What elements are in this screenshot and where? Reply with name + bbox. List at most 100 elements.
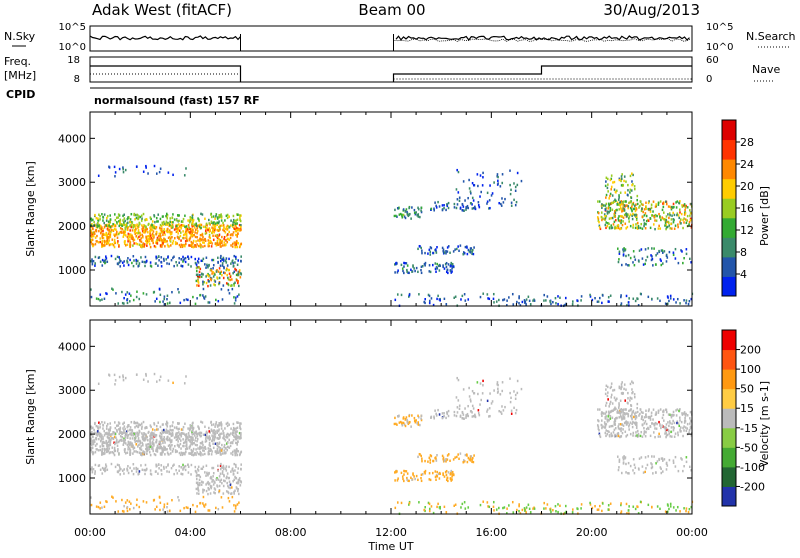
velocity-cell [193, 448, 195, 450]
velocity-cell [196, 478, 198, 480]
power-cell [168, 263, 170, 265]
velocity-cell [454, 414, 456, 416]
velocity-cell [682, 413, 684, 415]
velocity-cell [686, 507, 688, 509]
velocity-cell [607, 391, 609, 393]
velocity-cell [100, 440, 102, 442]
velocity-colorbar-segment [722, 467, 736, 487]
power-cell [240, 255, 242, 257]
power-cell [434, 262, 436, 264]
power-cell [120, 260, 122, 262]
power-cell [193, 219, 195, 221]
power-cell [150, 246, 152, 248]
power-cell [93, 221, 95, 223]
velocity-cell [444, 460, 446, 462]
power-cell [221, 288, 223, 290]
power-cell [421, 250, 423, 252]
power-cell [102, 237, 104, 239]
power-cell [115, 229, 117, 231]
power-cell [108, 229, 110, 231]
velocity-cell [228, 466, 230, 468]
power-cell [420, 209, 422, 211]
velocity-cell [192, 437, 194, 439]
velocity-cell [651, 412, 653, 414]
power-cell [138, 215, 140, 217]
velocity-cell [223, 492, 225, 494]
power-cell [123, 234, 125, 236]
power-cell [663, 218, 665, 220]
power-cell [213, 231, 215, 233]
power-cell [618, 208, 620, 210]
velocity-cell [186, 444, 188, 446]
velocity-cell [635, 431, 637, 433]
velocity-cell [180, 466, 182, 468]
velocity-cell [97, 425, 99, 427]
velocity-cell [632, 506, 634, 508]
power-cell [192, 229, 194, 231]
velocity-cell [444, 506, 446, 508]
velocity-cell [147, 446, 149, 448]
power-cell [459, 200, 461, 202]
velocity-cell [618, 416, 620, 418]
velocity-cell [611, 435, 613, 437]
velocity-cell [448, 471, 450, 473]
velocity-cell [188, 452, 190, 454]
velocity-cell [226, 434, 228, 436]
power-cell [455, 296, 457, 298]
power-cell [117, 302, 119, 304]
power-cell [615, 191, 617, 193]
power-cell [653, 247, 655, 249]
velocity-cell [634, 413, 636, 415]
power-cell [472, 197, 474, 199]
velocity-cell [501, 390, 503, 392]
power-cell [199, 276, 201, 278]
velocity-cell [666, 411, 668, 413]
velocity-cell [211, 477, 213, 479]
power-cell [240, 243, 242, 245]
velocity-cell [685, 426, 687, 428]
power-cell [630, 225, 632, 227]
power-cell [172, 217, 174, 219]
power-cell [412, 264, 414, 266]
velocity-cell [202, 442, 204, 444]
velocity-cell [394, 507, 396, 509]
velocity-cell [436, 454, 438, 456]
velocity-cell [211, 450, 213, 452]
velocity-cell [664, 432, 666, 434]
power-cell [664, 224, 666, 226]
power-cell [628, 297, 630, 299]
power-cell [192, 242, 194, 244]
power-cell [235, 234, 237, 236]
power-colorbar-segment [722, 140, 736, 160]
power-cell [689, 300, 691, 302]
velocity-cell [240, 468, 242, 470]
power-cell [187, 256, 189, 258]
velocity-cell [452, 471, 454, 473]
power-cell [110, 226, 112, 228]
power-cell [450, 265, 452, 267]
velocity-cell [162, 442, 164, 444]
power-cell [101, 226, 103, 228]
velocity-cell [223, 434, 225, 436]
power-cell [129, 225, 131, 227]
power-cell [158, 235, 160, 237]
velocity-cell [145, 374, 147, 376]
velocity-cell [162, 508, 164, 510]
nave-tick-top: 60 [706, 55, 719, 66]
power-cell [662, 209, 664, 211]
power-cell [464, 293, 466, 295]
power-cell [610, 295, 612, 297]
velocity-cell [224, 444, 226, 446]
velocity-cell [515, 398, 517, 400]
velocity-cell [456, 396, 458, 398]
velocity-cell [612, 417, 614, 419]
power-cell [196, 284, 198, 286]
power-cell [473, 199, 475, 201]
velocity-cell [200, 421, 202, 423]
velocity-cell [624, 399, 626, 401]
power-cell [124, 241, 126, 243]
power-cell [642, 211, 644, 213]
velocity-cell [123, 442, 125, 444]
power-cell [435, 271, 437, 273]
power-cell [215, 280, 217, 282]
